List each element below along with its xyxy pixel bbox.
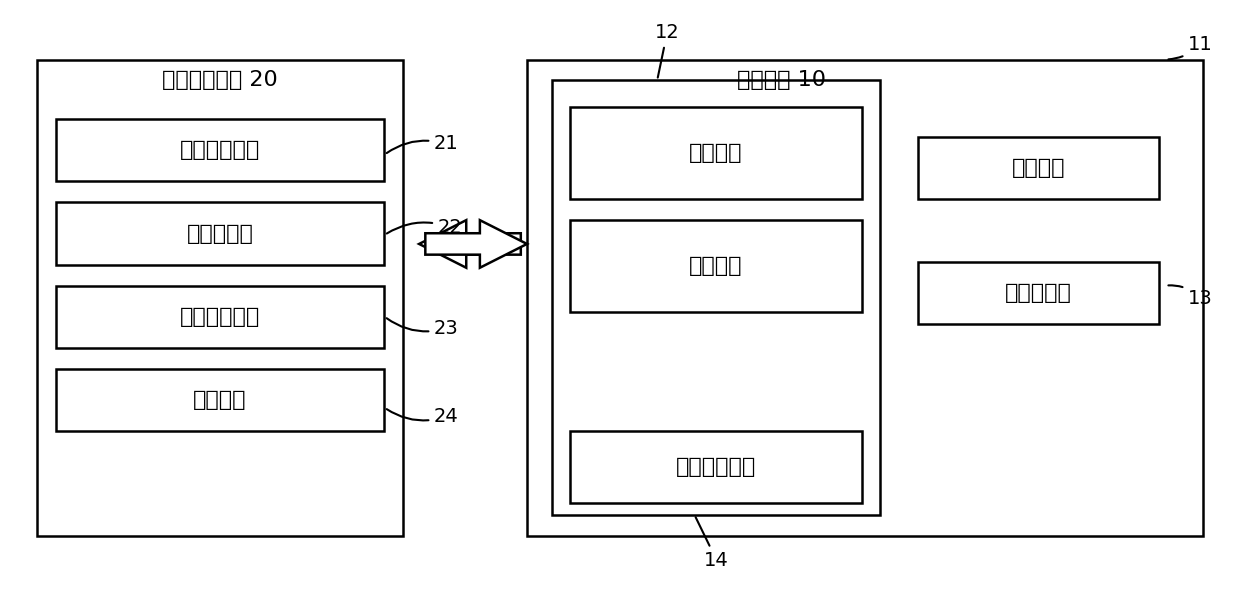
Text: 无线通信模块: 无线通信模块 <box>676 457 756 477</box>
Text: 应用程序: 应用程序 <box>689 143 743 163</box>
Text: 加解密模块: 加解密模块 <box>187 224 253 243</box>
Bar <box>918 137 1159 199</box>
Text: 22: 22 <box>387 218 463 237</box>
Text: 智能穿戴设备 20: 智能穿戴设备 20 <box>161 70 278 90</box>
Bar <box>570 220 862 312</box>
Bar <box>56 119 384 181</box>
Bar <box>570 107 862 199</box>
Bar <box>56 202 384 265</box>
Polygon shape <box>419 220 521 268</box>
Text: 24: 24 <box>387 407 459 426</box>
Text: 11: 11 <box>1168 35 1213 60</box>
Text: 23: 23 <box>387 318 459 338</box>
Text: 无线通信模块: 无线通信模块 <box>180 307 260 327</box>
Bar <box>56 286 384 348</box>
Text: 14: 14 <box>696 517 729 570</box>
Bar <box>570 431 862 503</box>
Text: 12: 12 <box>655 23 680 77</box>
Text: 电源模块: 电源模块 <box>193 390 247 410</box>
Polygon shape <box>425 220 527 268</box>
Bar <box>552 80 880 515</box>
Bar <box>56 369 384 431</box>
Text: 操作系统: 操作系统 <box>689 256 743 276</box>
Bar <box>918 262 1159 324</box>
Bar <box>37 60 403 536</box>
Text: 加解密模块: 加解密模块 <box>1006 283 1071 303</box>
Text: 13: 13 <box>1168 286 1213 308</box>
Text: 移动终端 10: 移动终端 10 <box>737 70 826 90</box>
Text: 21: 21 <box>387 134 459 154</box>
Text: 验证信息模块: 验证信息模块 <box>180 140 260 160</box>
Text: 处理模块: 处理模块 <box>1012 158 1065 178</box>
Bar <box>527 60 1203 536</box>
